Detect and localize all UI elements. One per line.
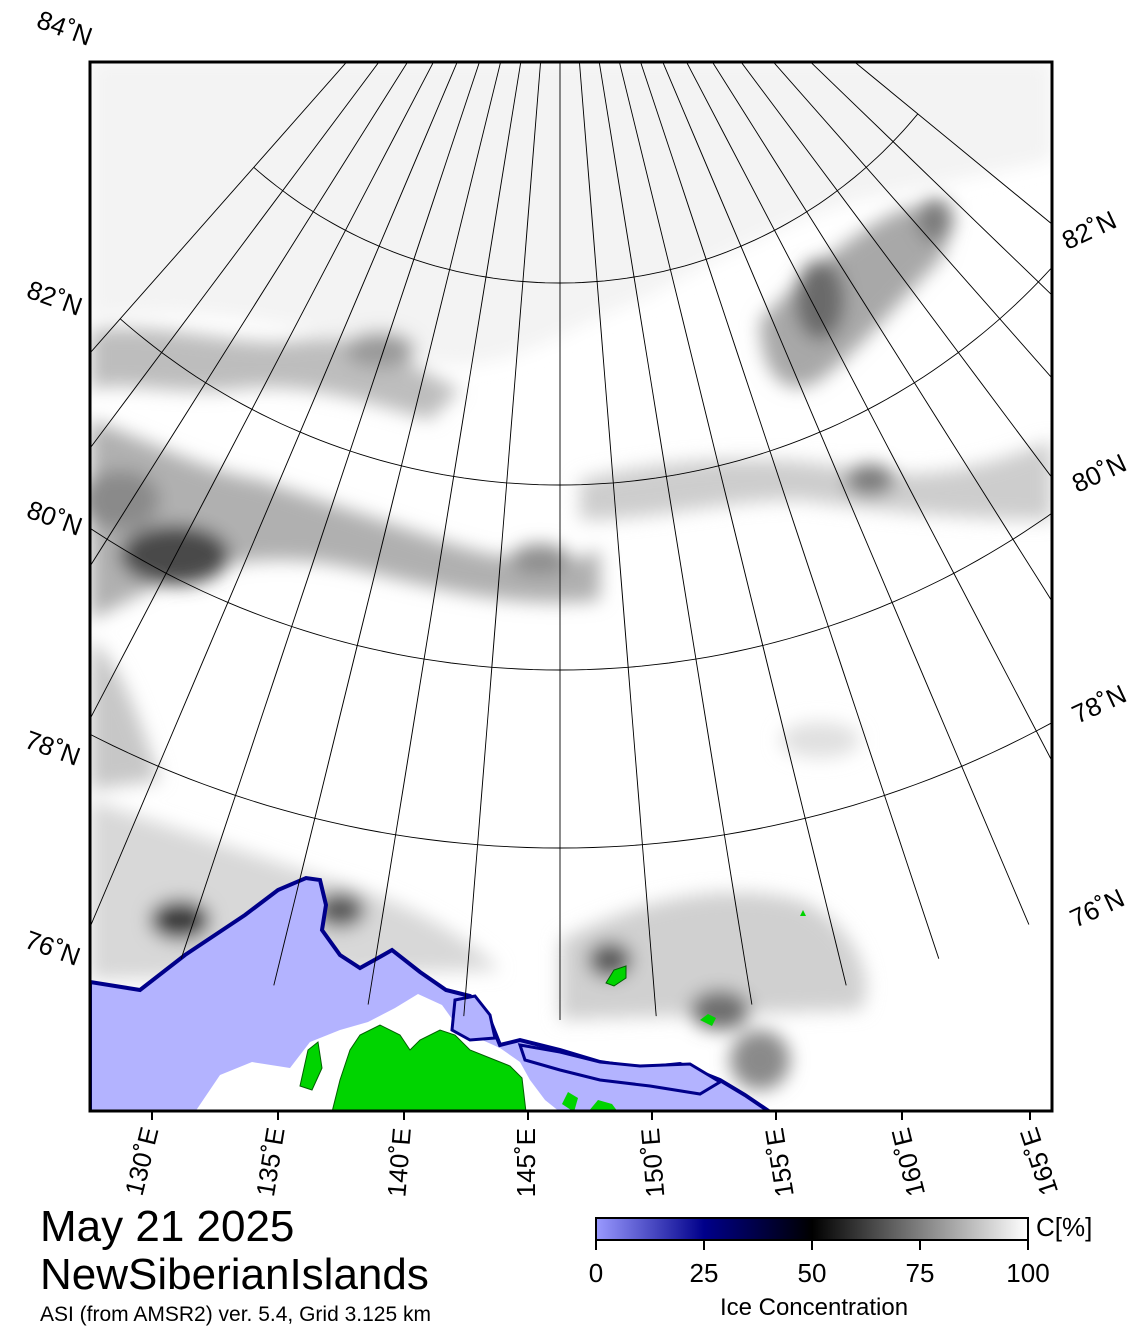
latitude-label: 78˚N bbox=[21, 724, 84, 771]
axis-ticks bbox=[151, 1111, 1031, 1120]
meridian-line bbox=[618, 62, 847, 986]
latitude-label: 84˚N bbox=[33, 4, 96, 51]
meridian-line bbox=[180, 62, 480, 959]
meridian-line bbox=[367, 62, 522, 1005]
map-frame bbox=[88, 60, 1054, 1113]
longitude-label: 150˚E bbox=[635, 1127, 670, 1199]
meridian-line bbox=[90, 62, 458, 925]
latitude-label: 80˚N bbox=[23, 494, 86, 541]
meridian-line bbox=[711, 62, 1052, 603]
meridian-line bbox=[90, 62, 409, 568]
latitude-label: 80˚N bbox=[1067, 448, 1131, 499]
ice-concentration-layer bbox=[90, 62, 1052, 1090]
meridian-line bbox=[809, 62, 1052, 296]
land-new-siberian-islands bbox=[195, 910, 806, 1111]
longitude-labels: 130˚E 135˚E 140˚E 145˚E 150˚E 155˚E 160˚E 165˚E bbox=[119, 1124, 1064, 1200]
meridian-line bbox=[578, 62, 657, 1017]
colorbar bbox=[595, 1217, 1029, 1241]
meridian-line bbox=[740, 62, 1052, 479]
meridian-line bbox=[90, 62, 380, 450]
map-date: May 21 2025 bbox=[40, 1202, 295, 1251]
meridian-line bbox=[662, 62, 1030, 925]
colorbar-tick-label: 100 bbox=[1006, 1258, 1050, 1288]
meridian-line bbox=[273, 62, 502, 986]
parallel-line bbox=[90, 722, 1052, 849]
colorbar-unit: C[%] bbox=[1036, 1212, 1093, 1242]
longitude-label: 165˚E bbox=[1014, 1124, 1064, 1199]
product-info: ASI (from AMSR2) ver. 5.4, Grid 3.125 km bbox=[40, 1303, 431, 1326]
meridian-line bbox=[598, 62, 753, 1005]
region-name: NewSiberianIslands bbox=[40, 1250, 429, 1299]
meridian-line bbox=[90, 62, 348, 354]
colorbar-tick-label: 75 bbox=[905, 1258, 935, 1288]
parallel-line bbox=[253, 113, 919, 284]
colorbar-tick-label: 25 bbox=[689, 1258, 719, 1288]
longitude-label: 130˚E bbox=[119, 1124, 165, 1199]
colorbar-tick-label: 0 bbox=[588, 1258, 604, 1288]
longitude-label: 155˚E bbox=[759, 1126, 800, 1199]
meridian-line bbox=[772, 62, 1052, 379]
meridian-line bbox=[90, 62, 435, 720]
longitude-label: 145˚E bbox=[511, 1128, 541, 1197]
meridian-line bbox=[640, 62, 940, 959]
latitude-label: 82˚N bbox=[1057, 205, 1121, 256]
colorbar-ticks bbox=[595, 1240, 1029, 1250]
longitude-label: 140˚E bbox=[381, 1127, 416, 1199]
latitude-label: 82˚N bbox=[23, 274, 86, 321]
colorbar-tick-label: 50 bbox=[797, 1258, 827, 1288]
meridian-line bbox=[685, 62, 1052, 763]
parallel-line bbox=[119, 266, 1052, 486]
colorbar-title: Ice Concentration bbox=[719, 1294, 909, 1321]
parallel-line bbox=[401, 0, 745, 60]
longitude-label: 135˚E bbox=[250, 1125, 291, 1198]
latitude-label: 76˚N bbox=[21, 924, 84, 971]
longitude-label: 160˚E bbox=[885, 1125, 931, 1200]
meridian-line bbox=[463, 62, 542, 1017]
latitude-label: 76˚N bbox=[1065, 883, 1129, 934]
latitude-label: 78˚N bbox=[1067, 679, 1131, 730]
